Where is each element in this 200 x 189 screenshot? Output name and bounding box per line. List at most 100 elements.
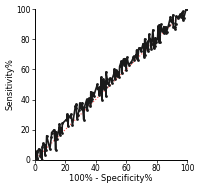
Point — [176, 16, 180, 19]
Point — [100, 76, 103, 79]
Point — [40, 150, 43, 153]
Point — [45, 134, 48, 137]
Point — [89, 100, 92, 103]
Point — [83, 106, 86, 109]
Point — [68, 115, 72, 119]
Point — [104, 86, 107, 89]
Point — [158, 40, 161, 43]
Point — [89, 90, 92, 93]
Point — [122, 63, 126, 66]
Point — [74, 104, 78, 107]
Point — [120, 61, 123, 64]
Point — [115, 70, 118, 73]
Point — [97, 90, 100, 93]
Point — [114, 70, 117, 73]
Point — [142, 44, 145, 47]
Point — [147, 48, 150, 51]
Point — [158, 23, 161, 26]
Point — [162, 27, 166, 30]
Point — [78, 101, 81, 105]
Point — [165, 31, 168, 34]
Point — [130, 61, 133, 64]
Point — [54, 133, 57, 136]
Point — [141, 42, 145, 45]
Point — [58, 125, 61, 128]
Point — [177, 17, 180, 20]
Point — [122, 57, 125, 60]
Point — [74, 105, 77, 108]
Point — [79, 107, 83, 110]
Point — [181, 10, 184, 13]
Point — [172, 21, 175, 24]
Point — [135, 53, 138, 56]
Point — [76, 114, 79, 117]
Point — [109, 78, 113, 81]
Point — [91, 91, 94, 94]
Point — [39, 154, 42, 157]
Point — [85, 98, 88, 101]
Point — [113, 67, 116, 70]
Point — [173, 26, 176, 29]
Point — [156, 37, 159, 40]
Point — [98, 86, 101, 89]
Point — [135, 54, 138, 57]
Point — [33, 158, 36, 161]
Point — [107, 83, 111, 86]
Point — [133, 58, 136, 61]
Point — [92, 95, 95, 98]
Point — [43, 153, 47, 156]
Point — [89, 105, 92, 108]
Point — [98, 91, 101, 94]
Point — [43, 144, 46, 147]
Point — [50, 135, 53, 138]
Point — [60, 128, 63, 131]
Point — [43, 143, 47, 146]
Point — [120, 72, 123, 75]
Point — [170, 20, 173, 23]
Point — [60, 126, 63, 129]
Point — [59, 126, 62, 129]
Point — [125, 68, 128, 71]
Point — [36, 150, 39, 153]
Point — [138, 47, 142, 50]
Point — [54, 130, 57, 133]
Point — [110, 78, 113, 81]
Point — [67, 114, 70, 117]
Point — [86, 104, 89, 107]
Point — [113, 77, 116, 81]
Point — [151, 28, 155, 31]
Point — [157, 25, 160, 28]
Point — [135, 56, 138, 59]
Point — [116, 74, 119, 77]
Point — [75, 112, 78, 115]
Point — [173, 27, 176, 30]
Point — [61, 122, 64, 125]
Point — [154, 40, 157, 43]
Point — [117, 76, 121, 79]
Point — [143, 37, 146, 40]
Point — [75, 103, 78, 106]
Point — [40, 158, 44, 161]
Point — [135, 48, 138, 51]
Point — [69, 113, 73, 116]
Point — [39, 155, 42, 158]
Point — [36, 157, 39, 160]
Point — [160, 29, 163, 32]
Point — [88, 99, 91, 102]
Point — [65, 118, 68, 121]
Point — [82, 118, 85, 121]
Point — [177, 15, 181, 18]
Point — [105, 70, 108, 73]
Point — [52, 128, 56, 131]
Point — [76, 117, 79, 120]
Point — [118, 65, 121, 68]
Point — [99, 87, 102, 90]
X-axis label: 100% - Specificity%: 100% - Specificity% — [69, 174, 153, 184]
Point — [125, 56, 129, 59]
Point — [108, 77, 111, 80]
Point — [132, 56, 135, 59]
Point — [185, 8, 188, 11]
Point — [139, 50, 143, 53]
Point — [181, 18, 184, 21]
Point — [74, 106, 78, 109]
